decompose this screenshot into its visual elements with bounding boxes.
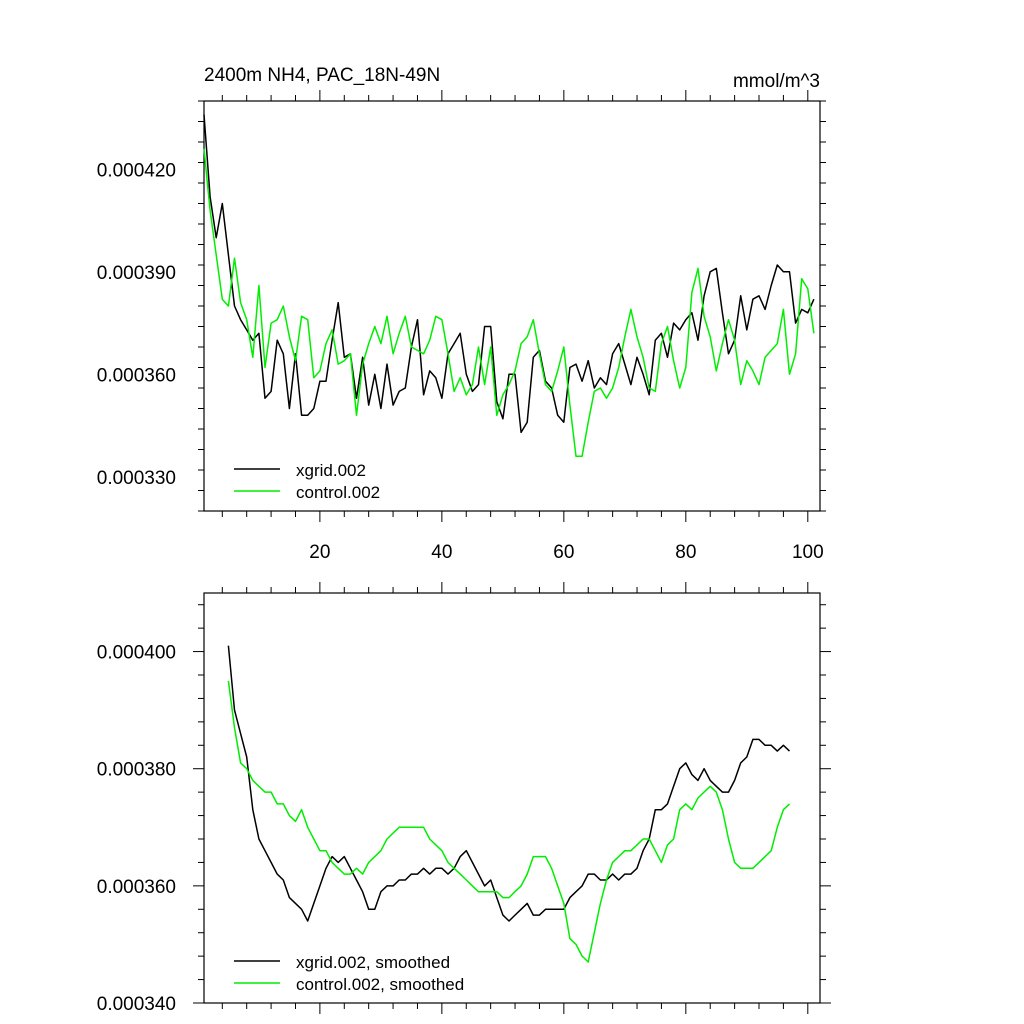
legend: xgrid.002 control.002 bbox=[234, 461, 380, 502]
y-tick-label: 0.000420 bbox=[97, 160, 176, 181]
plot-frame bbox=[203, 100, 821, 512]
y-tick-label: 0.000390 bbox=[97, 263, 176, 284]
y-tick-label: 0.000360 bbox=[97, 365, 176, 386]
units-label: mmol/m^3 bbox=[733, 71, 820, 92]
x-tick-label: 80 bbox=[675, 542, 696, 563]
series-line-2 bbox=[227, 680, 791, 963]
legend-label: control.002, smoothed bbox=[296, 975, 464, 994]
chart-panel-1: 20 40 60 80 100 0.000330 0.000360 0.000390 0.000… bbox=[97, 65, 826, 563]
x-tick-label: 60 bbox=[553, 542, 574, 563]
y-tick-label: 0.000360 bbox=[97, 877, 176, 898]
y-tick-label: 0.000400 bbox=[97, 643, 176, 664]
series-line-1 bbox=[203, 114, 815, 434]
legend-label: xgrid.002, smoothed bbox=[296, 953, 450, 972]
chart-panel-2: 0.000340 0.000360 0.000380 0.000400 xgrid.00… bbox=[97, 582, 831, 1015]
legend: xgrid.002, smoothed control.002, smoothed bbox=[234, 953, 464, 994]
series-line-1 bbox=[227, 645, 791, 922]
x-tick-label: 40 bbox=[431, 542, 452, 563]
plot-frame bbox=[203, 592, 821, 1004]
series-line-2 bbox=[203, 148, 815, 458]
y-tick-label: 0.000330 bbox=[97, 468, 176, 489]
legend-label: xgrid.002 bbox=[296, 461, 366, 480]
x-tick-label: 100 bbox=[792, 542, 824, 563]
y-tick-label: 0.000340 bbox=[97, 994, 176, 1015]
x-tick-label: 20 bbox=[309, 542, 330, 563]
legend-label: control.002 bbox=[296, 483, 380, 502]
y-tick-label: 0.000380 bbox=[97, 760, 176, 781]
chart-title: 2400m NH4, PAC_18N-49N bbox=[204, 65, 440, 86]
